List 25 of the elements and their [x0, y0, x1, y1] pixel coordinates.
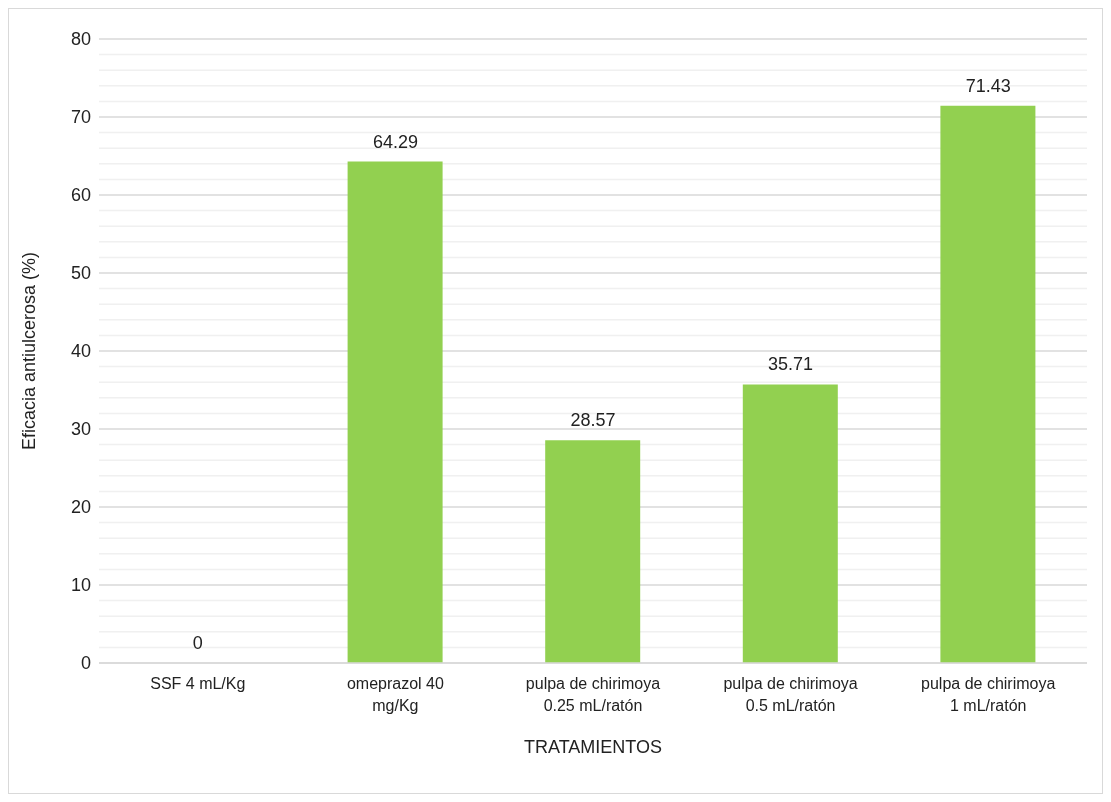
data-label: 28.57	[570, 410, 616, 431]
x-tick-label: pulpa de chirimoya 1 mL/ratón	[921, 675, 1056, 714]
x-tick-label: pulpa de chirimoya 0.5 mL/ratón	[723, 675, 858, 714]
x-tick-label: pulpa de chirimoya 0.25 mL/ratón	[525, 675, 661, 714]
x-tick-label: SSF 4 mL/Kg	[150, 675, 246, 692]
y-tick-label: 10	[70, 575, 91, 596]
bar	[742, 384, 838, 663]
data-label: 64.29	[372, 131, 418, 152]
x-axis-title: TRATAMIENTOS	[523, 737, 663, 757]
y-tick-label: 80	[70, 29, 91, 50]
y-tick-label: 60	[70, 185, 91, 206]
y-tick-label: 20	[70, 497, 91, 518]
y-tick-label: 40	[70, 341, 91, 362]
y-axis-title: Eficacia antiulcerosa (%)	[19, 251, 40, 451]
y-tick-label: 50	[70, 263, 91, 284]
y-tick-label: 30	[70, 419, 91, 440]
data-label: 0	[192, 633, 203, 653]
bar	[545, 440, 641, 663]
bar	[940, 105, 1036, 663]
bar	[347, 161, 443, 663]
y-tick-label: 70	[70, 107, 91, 128]
x-tick-label: omeprazol 40 mg/Kg	[346, 675, 444, 714]
data-label: 35.71	[768, 354, 814, 375]
data-label: 71.43	[965, 75, 1011, 96]
y-tick-label: 0	[80, 653, 91, 674]
